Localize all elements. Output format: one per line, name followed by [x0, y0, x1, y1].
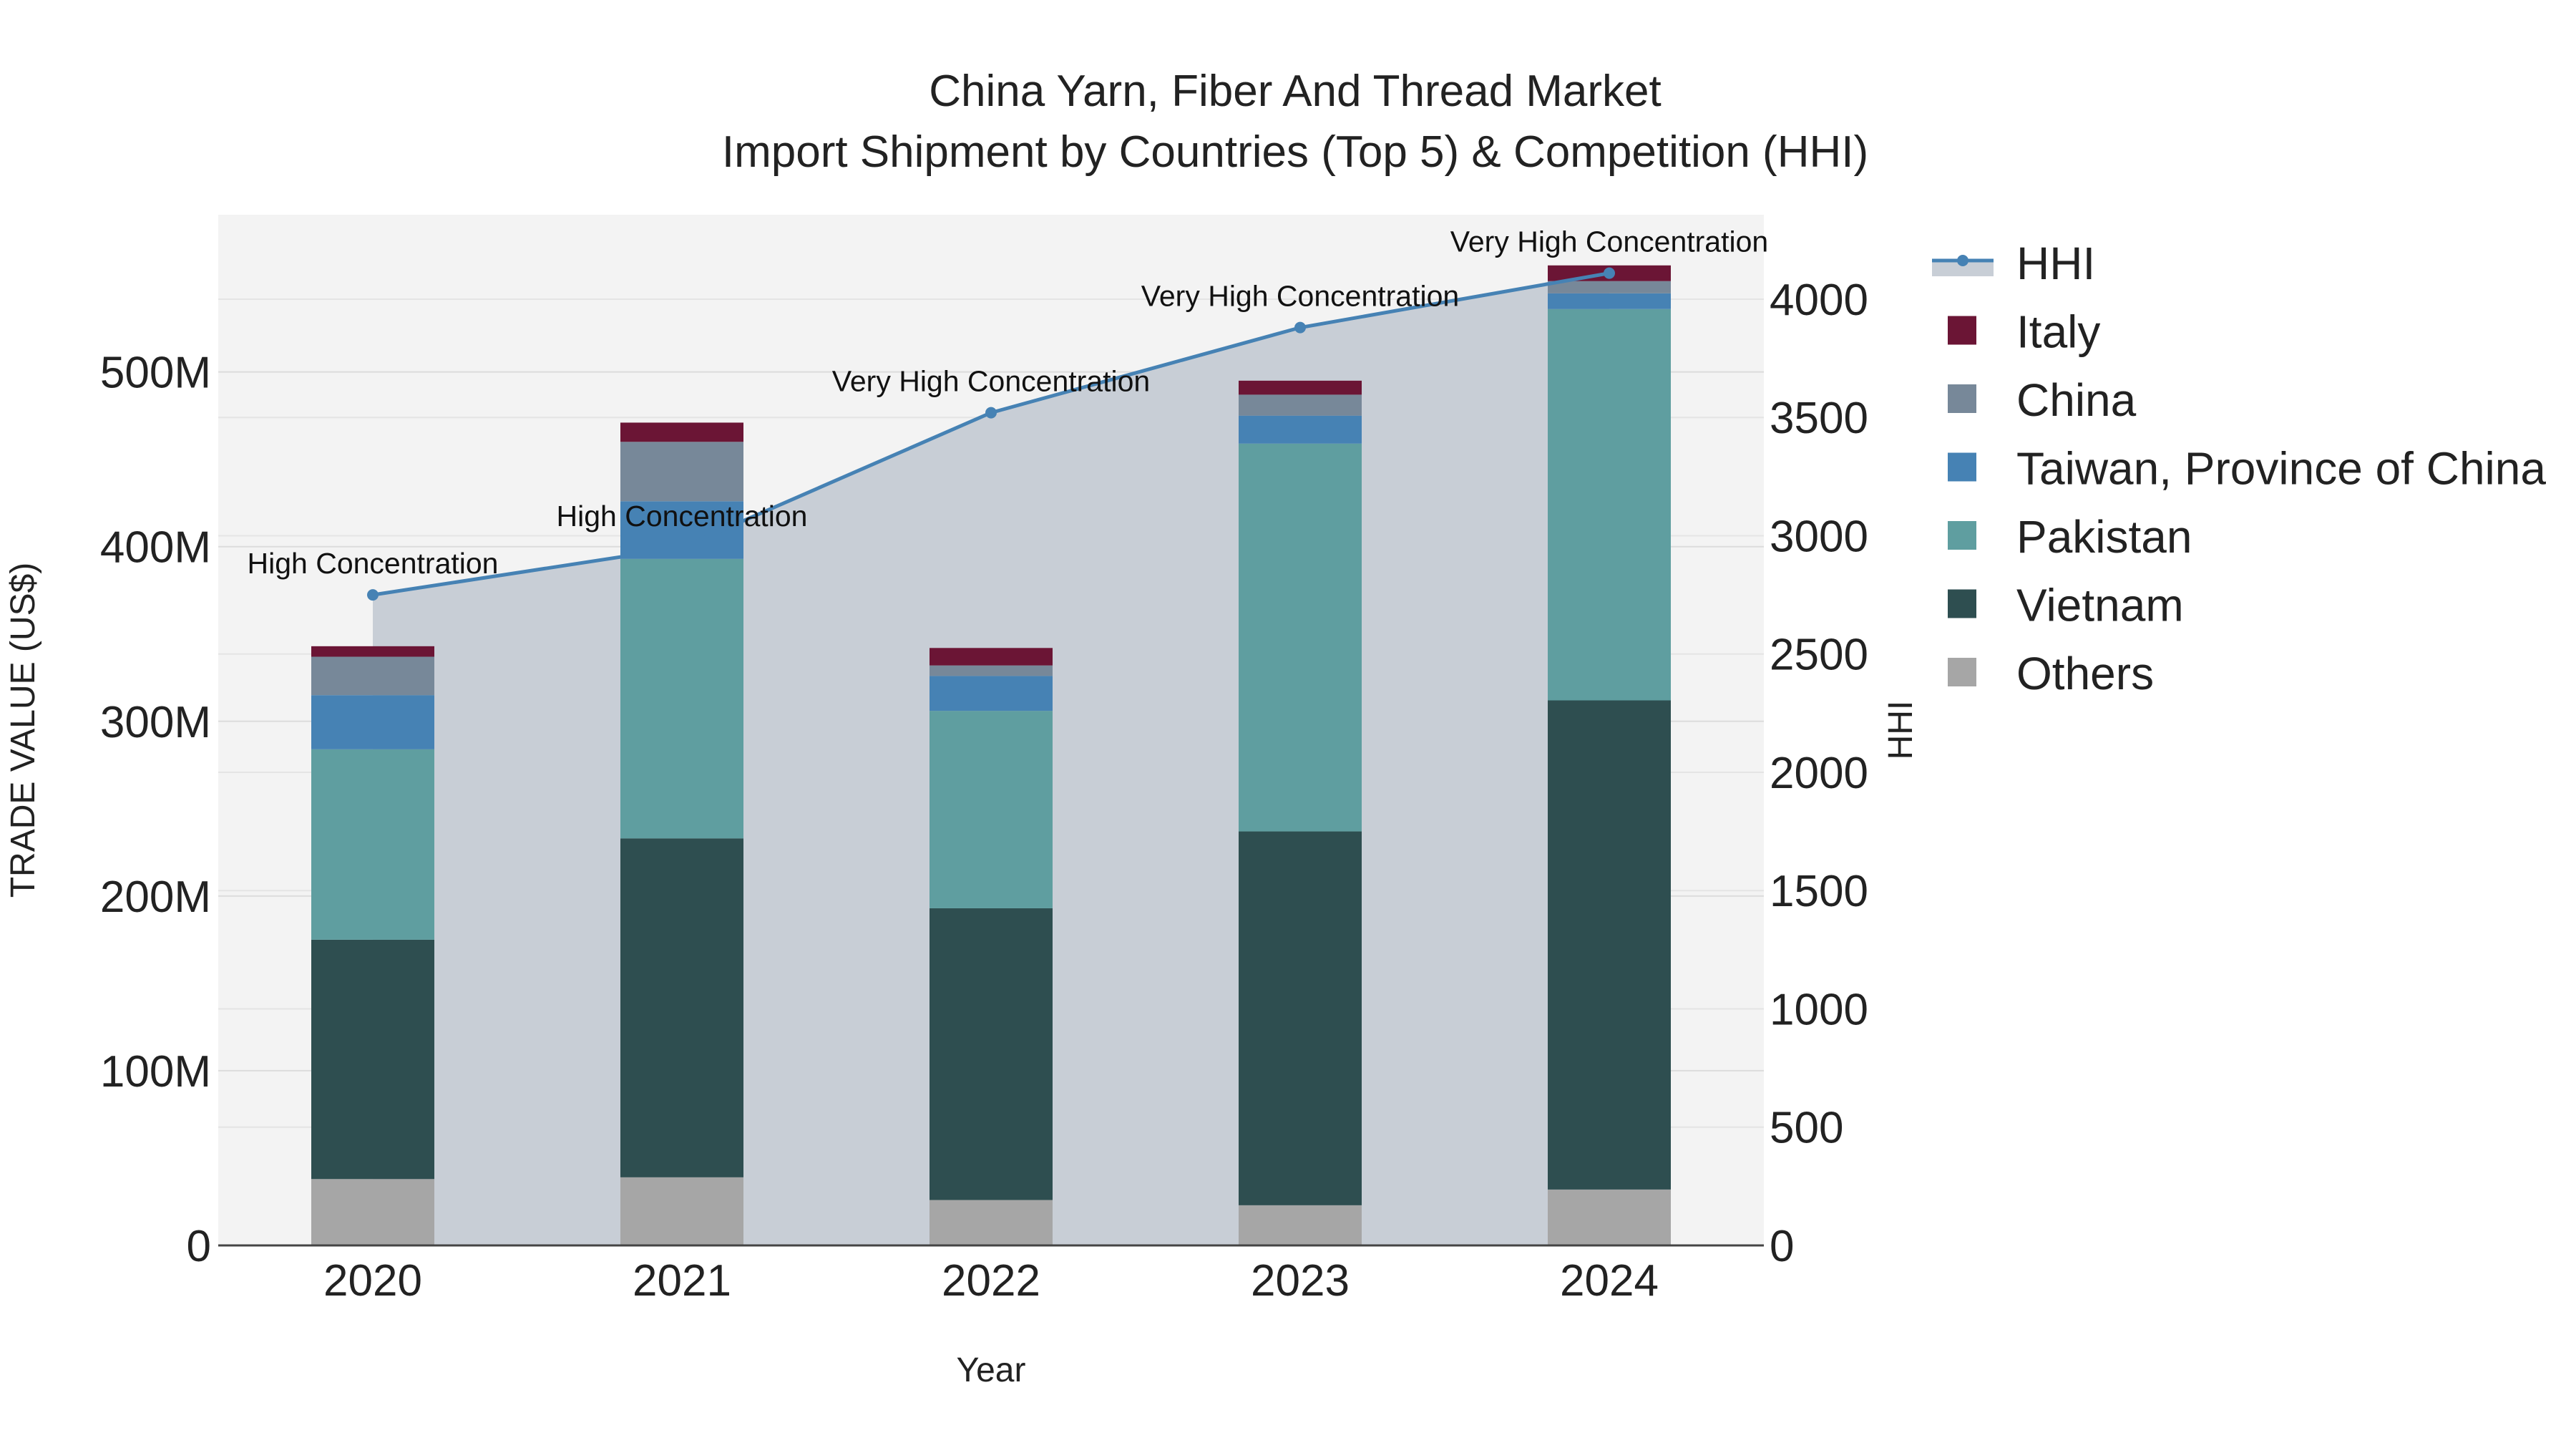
y2-tick-label: 1500	[1770, 867, 1868, 916]
hhi-marker-2021	[676, 542, 688, 554]
x-tick-label: 2022	[942, 1256, 1040, 1306]
bar-italy-2021	[620, 422, 743, 442]
chart-title: China Yarn, Fiber And Thread Market	[929, 67, 1662, 116]
legend-swatch-italy	[1948, 316, 1976, 345]
legend-hhi-swatch-marker	[1957, 255, 1968, 266]
bar-italy-2020	[311, 646, 434, 657]
hhi-annotation-2022: Very High Concentration	[832, 365, 1150, 398]
y-axis-title: TRADE VALUE (US$)	[4, 563, 42, 898]
y-tick-label: 500M	[100, 349, 211, 398]
bar-pakistan-2021	[620, 558, 743, 839]
legend-swatch-vietnam	[1948, 589, 1976, 618]
x-tick-label: 2020	[323, 1256, 422, 1306]
bar-china-2020	[311, 656, 434, 696]
legend-swatch-pakistan	[1948, 521, 1976, 550]
hhi-line-layer: High Concentration High Concentration Very…	[248, 225, 1768, 601]
hhi-annotation-2024: Very High Concentration	[1450, 225, 1768, 258]
bar-pakistan-2022	[930, 711, 1053, 908]
bar-others-2023	[1239, 1205, 1362, 1245]
bar-vietnam-2020	[311, 939, 434, 1180]
y2-tick-label: 2500	[1770, 631, 1868, 680]
hhi-marker-2024	[1604, 267, 1615, 279]
bar-taiwan-province-of-china-2020	[311, 695, 434, 749]
legend-label: HHI	[2016, 238, 2095, 289]
legend-label: Taiwan, Province of China	[2016, 443, 2546, 495]
bar-taiwan-province-of-china-2023	[1239, 415, 1362, 444]
hhi-marker-2022	[985, 407, 997, 419]
hhi-marker-2020	[367, 589, 379, 601]
bar-layer	[311, 265, 1671, 1245]
bar-china-2022	[930, 665, 1053, 676]
bar-pakistan-2020	[311, 749, 434, 940]
x-tick-label: 2024	[1560, 1256, 1659, 1306]
bar-italy-2023	[1239, 380, 1362, 395]
bar-china-2023	[1239, 394, 1362, 416]
hhi-annotation-2021: High Concentration	[557, 500, 808, 533]
hhi-annotation-2020: High Concentration	[248, 547, 499, 580]
bar-vietnam-2021	[620, 838, 743, 1177]
legend-label: China	[2016, 374, 2137, 426]
legend-label: Italy	[2016, 306, 2100, 358]
hhi-marker-2023	[1294, 321, 1306, 334]
bar-taiwan-province-of-china-2024	[1548, 293, 1671, 309]
x-tick-label: 2023	[1251, 1256, 1350, 1306]
bar-vietnam-2023	[1239, 831, 1362, 1205]
legend-label: Others	[2016, 648, 2154, 699]
y2-tick-label: 500	[1770, 1104, 1843, 1153]
y-tick-label: 0	[187, 1222, 211, 1271]
bar-taiwan-province-of-china-2022	[930, 676, 1053, 711]
y2-tick-label: 2000	[1770, 749, 1868, 798]
bar-vietnam-2022	[930, 908, 1053, 1200]
x-axis-title: Year	[957, 1351, 1026, 1389]
y-tick-label: 100M	[100, 1047, 211, 1097]
y2-tick-label: 3000	[1770, 512, 1868, 561]
bar-others-2022	[930, 1200, 1053, 1245]
x-tick-label: 2021	[633, 1256, 731, 1306]
legend: HHI Italy China Taiwan, Province of China Pa…	[1932, 238, 2546, 699]
legend-swatch-taiwan-province-of-china	[1948, 452, 1976, 482]
bar-pakistan-2024	[1548, 308, 1671, 701]
y2-tick-label: 3500	[1770, 394, 1868, 443]
axis-layer: 0 100M 200M 300M 400M 500M 0 500 1000 1500 2000 250…	[100, 276, 1868, 1306]
y-tick-label: 300M	[100, 698, 211, 747]
y2-axis-title: HHI	[1882, 701, 1920, 760]
bar-others-2021	[620, 1177, 743, 1245]
y-tick-label: 200M	[100, 873, 211, 922]
bar-china-2024	[1548, 281, 1671, 293]
legend-label: Vietnam	[2016, 580, 2184, 631]
y-tick-label: 400M	[100, 523, 211, 573]
legend-swatch-china	[1948, 384, 1976, 413]
bar-others-2024	[1548, 1189, 1671, 1245]
legend-label: Pakistan	[2016, 511, 2192, 563]
bar-pakistan-2023	[1239, 443, 1362, 832]
y2-tick-label: 4000	[1770, 276, 1868, 325]
legend-swatch-others	[1948, 658, 1976, 686]
y2-tick-label: 0	[1770, 1222, 1794, 1271]
chart-subtitle: Import Shipment by Countries (Top 5) & C…	[722, 127, 1868, 177]
hhi-annotation-2023: Very High Concentration	[1141, 280, 1459, 313]
legend-hhi-swatch-fill	[1932, 261, 1994, 276]
bar-others-2020	[311, 1179, 434, 1245]
bar-italy-2022	[930, 648, 1053, 666]
bar-china-2021	[620, 442, 743, 502]
y2-tick-label: 1000	[1770, 985, 1868, 1034]
bar-vietnam-2024	[1548, 700, 1671, 1190]
